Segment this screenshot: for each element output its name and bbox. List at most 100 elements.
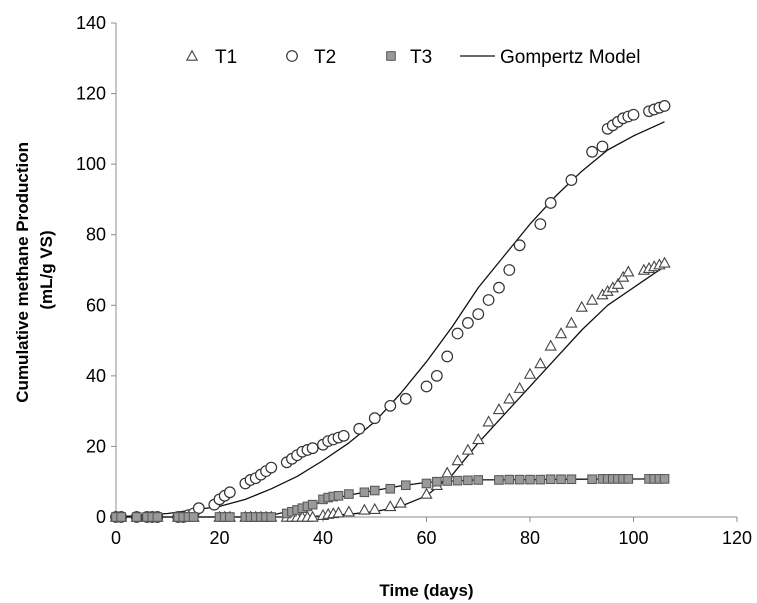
t1-point — [332, 506, 345, 518]
t2-point — [658, 100, 671, 112]
t2-point — [420, 380, 433, 393]
t1-point — [523, 367, 537, 379]
t3-point — [152, 512, 163, 522]
gompertz-curve-1 — [115, 121, 665, 518]
t3-point — [659, 474, 670, 484]
t3-point — [401, 480, 411, 491]
t2-point — [265, 461, 278, 474]
t1-point — [451, 454, 464, 466]
t3-point — [623, 474, 634, 484]
t1-point — [565, 316, 578, 328]
series-t3 — [111, 474, 670, 522]
x-tick-label: 20 — [209, 528, 229, 548]
t3-point — [556, 474, 566, 485]
t1-point — [554, 327, 568, 339]
t3-point — [452, 475, 463, 486]
x-tick-label: 0 — [111, 528, 121, 548]
t1-point — [368, 502, 381, 514]
t2-point — [384, 399, 397, 412]
legend-swatch-t2 — [286, 50, 298, 62]
t3-point — [494, 475, 504, 485]
t1-point — [534, 357, 547, 369]
t1-point — [585, 293, 599, 305]
t2-point — [627, 108, 640, 121]
t1-point — [482, 415, 495, 427]
x-axis-title: Time (days) — [379, 581, 473, 600]
y-tick-label: 80 — [86, 225, 106, 245]
t3-point — [463, 475, 473, 486]
t2-point — [306, 442, 319, 455]
legend-label-t2: T2 — [314, 47, 336, 68]
y-tick-label: 60 — [86, 295, 106, 315]
x-tick-label: 40 — [313, 528, 333, 548]
t3-point — [266, 512, 277, 522]
y-tick-label: 120 — [76, 84, 106, 104]
y-tick-label: 0 — [96, 507, 106, 527]
x-tick-label: 120 — [722, 528, 752, 548]
t3-point — [545, 474, 556, 485]
legend-label-gompertz-model: Gompertz Model — [500, 47, 640, 68]
t1-point — [420, 487, 433, 499]
t2-point — [399, 392, 412, 405]
t3-point — [344, 489, 354, 499]
y-tick-label: 100 — [76, 154, 106, 174]
y-tick-label: 140 — [76, 13, 106, 33]
y-axis-title-line1: Cumulative methane Production — [13, 142, 32, 403]
t3-point — [442, 476, 452, 486]
legend: T1 T2 T3 Gompertz Model — [185, 47, 640, 68]
axes: 0 20 40 60 80 100 120 140 0 20 40 60 80 100 120 — [76, 13, 752, 548]
t1-point — [622, 265, 635, 277]
t2-point — [223, 486, 236, 499]
t1-point — [513, 381, 526, 393]
t1-point — [617, 270, 630, 282]
t3-point — [131, 512, 142, 522]
t3-point — [369, 485, 380, 496]
t2-point — [430, 369, 443, 382]
t2-point — [544, 197, 557, 209]
t2-point — [337, 429, 350, 442]
t3-point — [473, 475, 484, 485]
legend-label-t3: T3 — [410, 47, 432, 68]
t2-point — [586, 145, 598, 158]
x-tick-label: 60 — [416, 528, 436, 548]
t3-point — [535, 474, 546, 485]
t2-point — [353, 422, 366, 435]
t3-point — [432, 476, 442, 487]
t1-point — [611, 277, 625, 289]
t3-point — [421, 478, 432, 489]
t3-point — [116, 512, 126, 522]
legend-swatch-t3 — [386, 51, 396, 61]
t1-point — [342, 505, 356, 517]
t2-point — [503, 264, 516, 276]
x-tick-label: 80 — [520, 528, 540, 548]
t2-point — [565, 174, 578, 186]
t2-point — [513, 239, 526, 252]
y-axis-title: Cumulative methane Production (mL/g VS) — [13, 137, 56, 402]
t3-point — [566, 474, 577, 485]
t3-point — [359, 487, 370, 498]
t1-point — [358, 503, 371, 515]
t1-point — [394, 496, 407, 508]
t1-point — [472, 433, 485, 445]
t2-point — [192, 502, 205, 515]
t1-point — [306, 510, 319, 522]
t3-point — [225, 512, 235, 522]
t1-point — [575, 300, 588, 312]
t1-point — [503, 392, 516, 404]
t3-point — [514, 474, 525, 485]
t1-point — [384, 500, 397, 512]
t3-point — [587, 474, 597, 485]
legend-swatch-t1 — [185, 49, 199, 61]
t3-point — [504, 474, 515, 485]
series-layer — [109, 100, 671, 523]
t3-point — [188, 512, 199, 522]
t2-point — [462, 317, 474, 329]
t3-point — [307, 499, 318, 510]
y-tick-label: 20 — [86, 436, 106, 456]
t2-point — [472, 308, 485, 321]
t1-point — [461, 443, 475, 455]
y-axis-title-line2: (mL/g VS) — [37, 230, 56, 309]
t2-point — [441, 350, 454, 363]
legend-label-t1: T1 — [215, 47, 237, 68]
